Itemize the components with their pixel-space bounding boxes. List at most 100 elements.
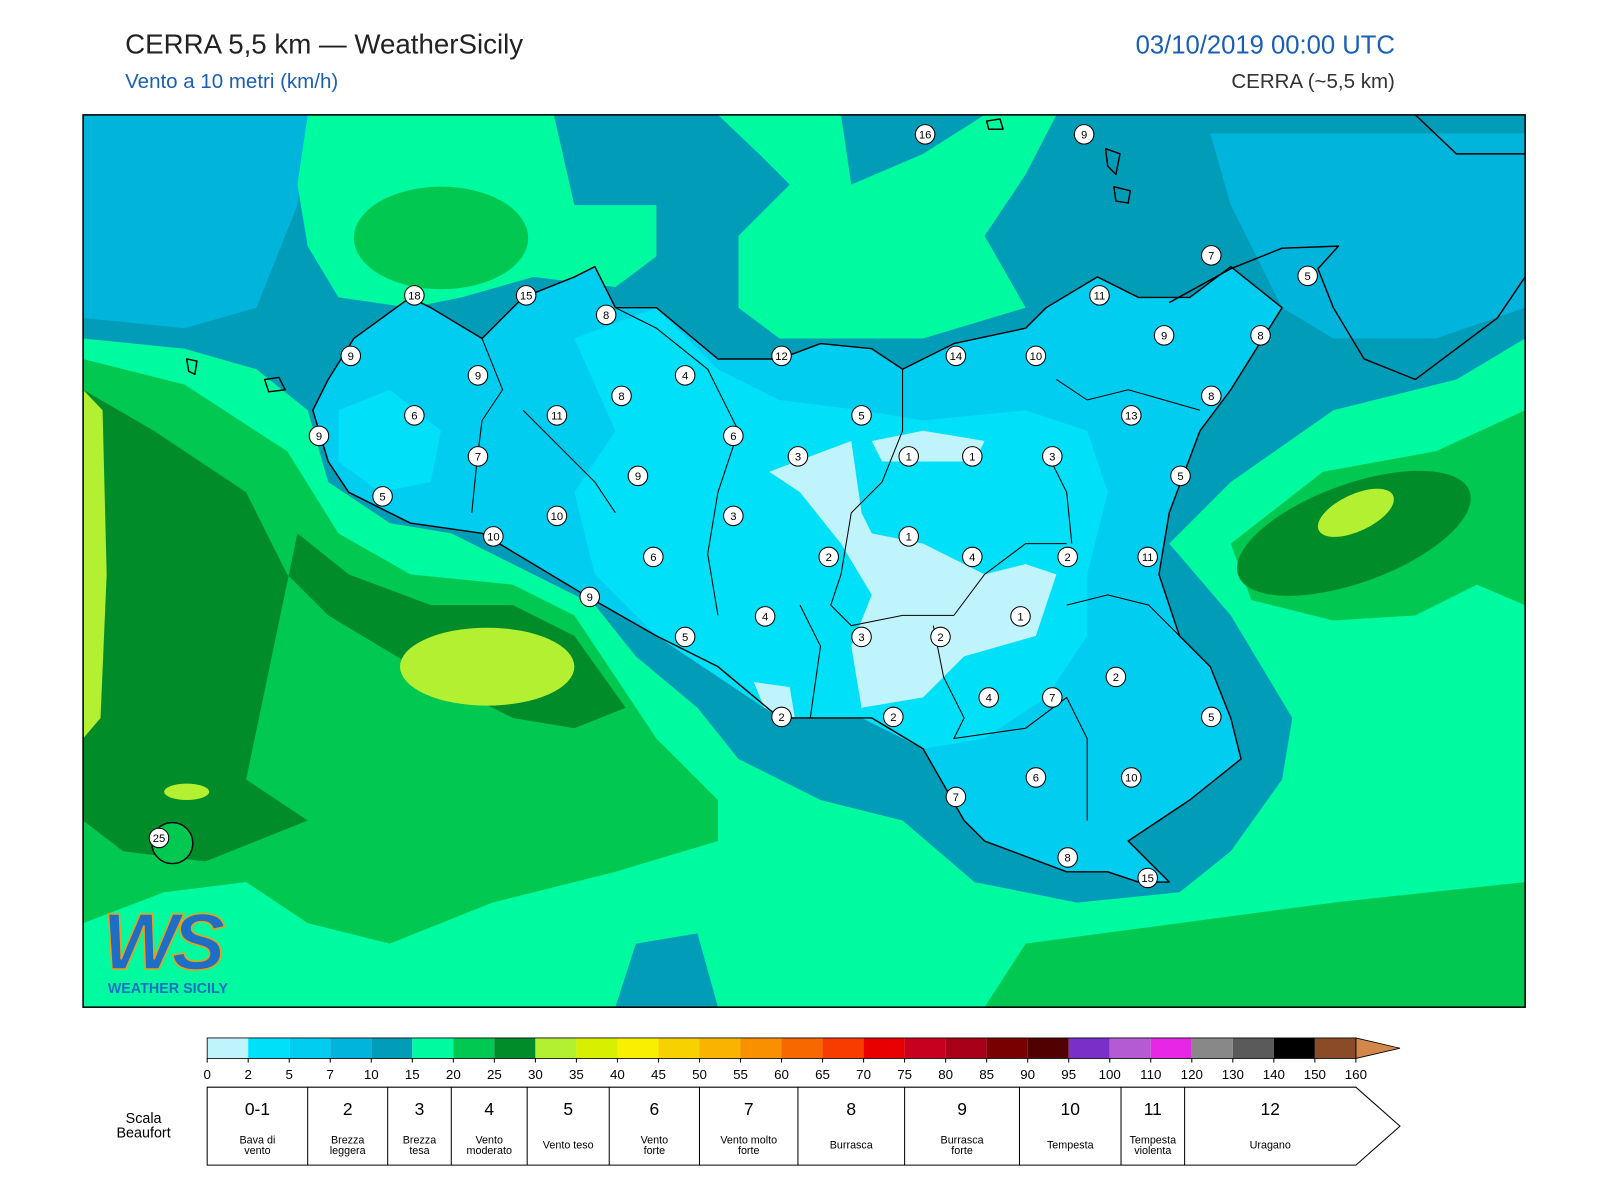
color-bin (699, 1037, 741, 1059)
station-marker (754, 606, 776, 627)
station-value: 13 (1125, 410, 1138, 422)
station-marker (787, 446, 809, 467)
station-value: 15 (520, 290, 533, 302)
station-value: 5 (1177, 471, 1183, 483)
colorbar-tick-label: 80 (938, 1067, 953, 1082)
station-value: 9 (475, 370, 481, 382)
beaufort-description: Bava di (240, 1135, 276, 1147)
beaufort-description: forte (951, 1145, 973, 1157)
color-bin (371, 1037, 413, 1059)
station-marker (978, 687, 999, 708)
station-value: 9 (348, 351, 354, 363)
colorbar-tick-label: 20 (446, 1067, 461, 1082)
colorbar-tick-label: 2 (244, 1067, 251, 1082)
color-bin (494, 1037, 536, 1059)
station-marker (467, 365, 489, 386)
station-value: 2 (937, 632, 943, 644)
station-marker (883, 706, 904, 728)
beaufort-description: forte (644, 1145, 666, 1157)
station-value: 5 (379, 492, 385, 504)
color-bin (289, 1037, 331, 1059)
color-bin (412, 1037, 454, 1059)
station-value: 7 (1208, 250, 1214, 262)
field-lime (83, 389, 107, 739)
station-marker (148, 827, 170, 849)
beaufort-number: 10 (1061, 1099, 1081, 1119)
station-value: 7 (1049, 693, 1055, 705)
station-value: 1 (969, 452, 975, 464)
beaufort-frame (206, 1086, 1401, 1166)
station-value: 8 (1208, 391, 1214, 403)
station-value: 2 (1113, 672, 1119, 684)
colorbar-frame (206, 1037, 1357, 1059)
station-marker (404, 405, 425, 426)
station-marker (962, 546, 983, 568)
beaufort-description: vento (244, 1145, 270, 1157)
colorbar-tick-label: 25 (487, 1067, 502, 1082)
beaufort-number: 11 (1144, 1099, 1162, 1119)
station-marker (1025, 345, 1047, 367)
station-value: 9 (1161, 330, 1167, 342)
station-marker (404, 285, 425, 306)
islands (185, 118, 1131, 393)
date: 03/10/2019 00:00 UTC (1136, 31, 1395, 59)
station-marker (1121, 767, 1142, 788)
station-value: 9 (587, 592, 593, 604)
station-marker (1025, 767, 1047, 788)
colorbar-tick-label: 30 (528, 1067, 543, 1082)
beaufort-description: moderato (467, 1145, 512, 1157)
field-lime (164, 783, 210, 800)
field-teal (615, 933, 718, 1008)
colorbar-tick-label: 140 (1263, 1067, 1285, 1082)
beaufort-description: tesa (409, 1145, 429, 1157)
colorbar-tick-label: 50 (692, 1067, 707, 1082)
station-marker (1010, 606, 1031, 627)
logo-name: WEATHER SICILY (108, 981, 229, 997)
beaufort-description: Tempesta (1130, 1135, 1177, 1147)
station-value: 8 (618, 391, 624, 403)
station-marker (643, 546, 664, 568)
beaufort-number: 7 (744, 1099, 754, 1119)
subtitle: Vento a 10 metri (km/h) (125, 70, 338, 93)
station-value: 4 (986, 693, 992, 705)
beaufort-description: Vento molto (720, 1135, 777, 1147)
station-value: 5 (858, 410, 864, 422)
station-marker (674, 626, 696, 648)
colorbar-tick-label: 160 (1345, 1067, 1367, 1082)
station-marker (483, 526, 504, 547)
station-value: 12 (775, 351, 788, 363)
station-marker (467, 446, 489, 467)
station-value: 8 (1257, 330, 1263, 342)
station-value: 2 (1065, 552, 1071, 564)
station-value: 4 (682, 370, 688, 382)
color-bin (248, 1037, 290, 1059)
station-value: 6 (1033, 773, 1039, 785)
beaufort-number: 3 (415, 1099, 425, 1119)
color-bin (1068, 1037, 1110, 1059)
station-value: 3 (795, 452, 801, 464)
station-marker (898, 446, 919, 467)
color-bin (1273, 1037, 1315, 1059)
station-value: 2 (826, 552, 832, 564)
station-marker (1057, 847, 1078, 868)
station-value: 10 (551, 511, 564, 523)
station-marker (627, 465, 649, 487)
field-lime (1317, 488, 1394, 537)
colorbar-tick-label: 100 (1099, 1067, 1121, 1082)
station-value: 4 (969, 552, 975, 564)
colorbar-tick-label: 10 (364, 1067, 379, 1082)
colorbar-tick-label: 0 (203, 1067, 210, 1082)
beaufort-number: 0-1 (245, 1099, 270, 1119)
colorbar-tick-label: 110 (1140, 1067, 1161, 1082)
beaufort-description: Vento teso (543, 1140, 594, 1152)
beaufort-label: Scala (126, 1111, 162, 1127)
station-value: 10 (1030, 351, 1043, 363)
coastline (312, 265, 1283, 883)
station-marker (1170, 465, 1191, 487)
station-marker (723, 505, 744, 527)
field-mint (297, 114, 1057, 339)
colorbar-tick-label: 7 (327, 1067, 334, 1082)
